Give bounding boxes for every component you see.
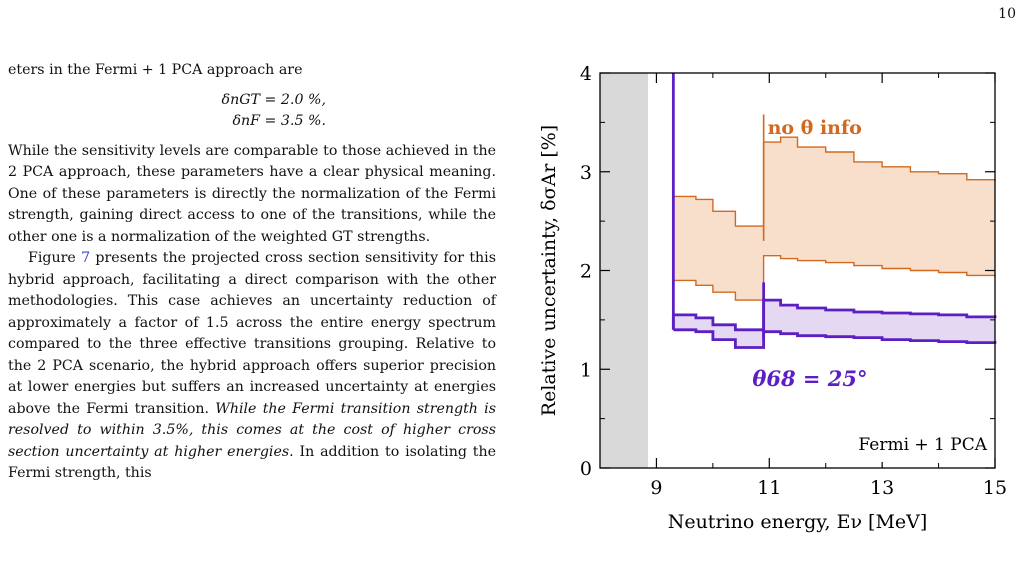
paragraph-intro: eters in the Fermi + 1 PCA approach are [8,62,303,78]
panel-label: Fermi + 1 PCA [845,428,993,462]
x-tick-label: 11 [757,477,781,499]
paragraph-1: While the sensitivity levels are compara… [8,142,496,245]
series-upper-line-1 [673,298,997,332]
paragraph-2-italic: While the Fermi transition strength is r… [8,400,496,460]
y-tick-label: 4 [580,63,592,85]
series-label-no-theta-info: no θ info [768,117,862,139]
svg-text:Fermi + 1 PCA: Fermi + 1 PCA [858,435,987,455]
equation-gt: δnGT = 2.0 %, [221,91,326,108]
page-number: 10 [998,6,1016,22]
uncertainty-chart: 9 11 13 15 0 1 2 3 4 Relative uncertainty, δσAr … [538,63,1007,533]
x-axis-label: Neutrino energy, Eν [MeV] [668,511,928,533]
y-tick-label: 0 [580,458,592,480]
series-band-0 [673,137,995,303]
x-tick-label: 13 [870,477,894,499]
paragraph-2: Figure 7 presents the projected cross se… [8,248,496,485]
axis-ticks: 9 11 13 15 0 1 2 3 4 [580,63,1007,499]
paragraph-2-start: Figure [28,250,82,266]
series-upper-line-0 [673,136,996,231]
x-tick-label: 9 [650,477,662,499]
text-column: eters in the Fermi + 1 PCA approach are … [8,60,496,485]
series-lower-line-0 [673,255,996,303]
series-band-1 [673,300,995,348]
y-tick-label: 3 [580,162,592,184]
y-axis-label: Relative uncertainty, δσAr [%] [538,125,560,416]
y-tick-label: 2 [580,261,592,283]
paragraph-2-end: In addition to isolating the Fermi stren… [8,443,496,482]
equation-f: δnF = 3.5 %. [232,113,327,129]
paragraph-2-body: presents the projected cross section sen… [8,250,496,417]
x-tick-label: 15 [983,477,1007,499]
series-lower-line-1 [673,328,997,349]
series-label-theta68: θ68 = 25° [752,366,867,391]
y-tick-label: 1 [580,359,592,381]
series-layer [671,73,997,349]
figure-link[interactable]: 7 [81,250,91,266]
